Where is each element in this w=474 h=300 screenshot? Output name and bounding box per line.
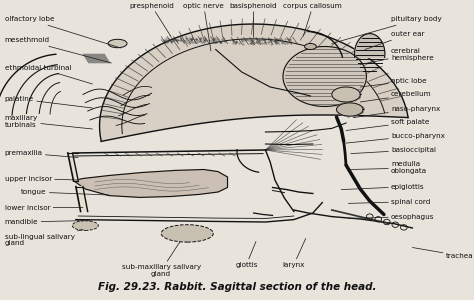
Text: upper incisor: upper incisor: [5, 176, 78, 182]
Polygon shape: [355, 34, 385, 58]
Polygon shape: [283, 46, 366, 106]
Text: premaxilia: premaxilia: [5, 150, 78, 158]
Text: outer ear: outer ear: [365, 32, 425, 50]
Text: presphenoid: presphenoid: [129, 3, 174, 36]
Text: cerebral
hemisphere: cerebral hemisphere: [360, 47, 434, 64]
Text: basisphenoid: basisphenoid: [230, 3, 277, 38]
Text: epiglottis: epiglottis: [341, 184, 425, 190]
Text: bucco-pharynx: bucco-pharynx: [346, 133, 445, 143]
Text: larynx: larynx: [283, 238, 306, 268]
Text: palatine: palatine: [5, 96, 92, 108]
Text: optic lobe: optic lobe: [360, 78, 427, 87]
Text: medulla
oblongata: medulla oblongata: [351, 161, 427, 175]
Text: mesethmoid: mesethmoid: [5, 38, 111, 63]
Text: glottis: glottis: [235, 242, 258, 268]
Polygon shape: [68, 153, 78, 181]
Text: cerebellum: cerebellum: [360, 92, 432, 102]
Text: sub-lingual salivary
gland: sub-lingual salivary gland: [5, 230, 83, 247]
Polygon shape: [73, 169, 228, 197]
Text: pituitary body: pituitary body: [332, 16, 442, 44]
Text: lower incisor: lower incisor: [5, 205, 83, 211]
Polygon shape: [337, 103, 363, 116]
Text: olfactory lobe: olfactory lobe: [5, 16, 121, 48]
Text: corpus callosum: corpus callosum: [283, 3, 342, 36]
Text: soft palate: soft palate: [346, 119, 429, 130]
Text: ethmoidal turbinal: ethmoidal turbinal: [5, 64, 92, 84]
Text: mandible: mandible: [5, 219, 90, 225]
Ellipse shape: [161, 225, 213, 242]
Polygon shape: [76, 187, 88, 211]
Text: trachea: trachea: [412, 248, 473, 259]
Text: sub-maxillary salivary
gland: sub-maxillary salivary gland: [122, 242, 201, 277]
Text: Fig. 29.23. Rabbit. Sagittal section of the head.: Fig. 29.23. Rabbit. Sagittal section of …: [98, 282, 376, 292]
Text: optic nerve: optic nerve: [183, 3, 224, 51]
Text: maxillary
turbinals: maxillary turbinals: [5, 115, 92, 129]
Ellipse shape: [108, 39, 127, 48]
Text: spinal cord: spinal cord: [348, 199, 430, 205]
Ellipse shape: [72, 221, 99, 230]
Ellipse shape: [304, 44, 317, 50]
Text: tongue: tongue: [21, 189, 109, 195]
Text: naso-pharynx: naso-pharynx: [353, 106, 440, 118]
Text: oesophagus: oesophagus: [348, 214, 435, 220]
Polygon shape: [332, 87, 360, 102]
Text: basioccipital: basioccipital: [351, 147, 436, 154]
Polygon shape: [100, 24, 408, 141]
